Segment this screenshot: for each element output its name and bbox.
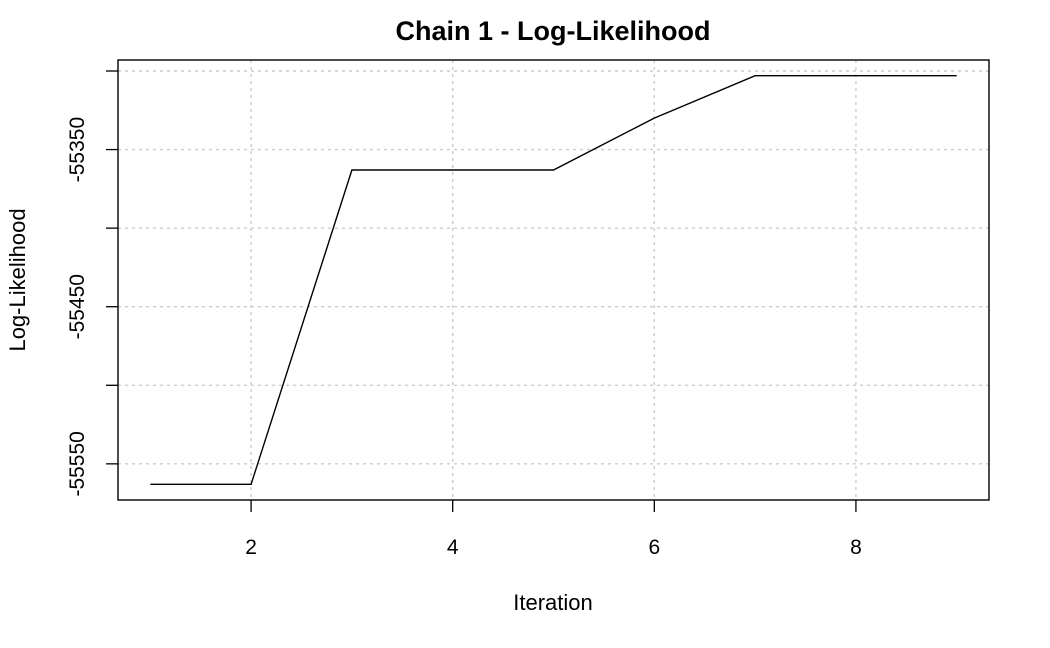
x-tick-label-0: 2: [245, 536, 257, 559]
y-tick-label-1: -55450: [66, 274, 89, 339]
x-axis-title: Iteration: [513, 590, 593, 615]
x-tick-label-3: 8: [850, 536, 862, 559]
x-tick-label-2: 6: [648, 536, 660, 559]
plot-frame: [117, 59, 990, 501]
y-axis-title: Log-Likelihood: [5, 208, 30, 351]
chart-title: Chain 1 - Log-Likelihood: [396, 16, 711, 46]
series: [150, 74, 957, 485]
y-tick-label-2: -55350: [66, 117, 89, 182]
x-tick-label-1: 4: [447, 536, 459, 559]
series-line-0: [150, 74, 957, 485]
axis-ticks: 2 4 6 8 -55550 -55450 -55350: [66, 70, 862, 559]
grid: [118, 60, 989, 500]
y-tick-label-0: -55550: [66, 431, 89, 496]
